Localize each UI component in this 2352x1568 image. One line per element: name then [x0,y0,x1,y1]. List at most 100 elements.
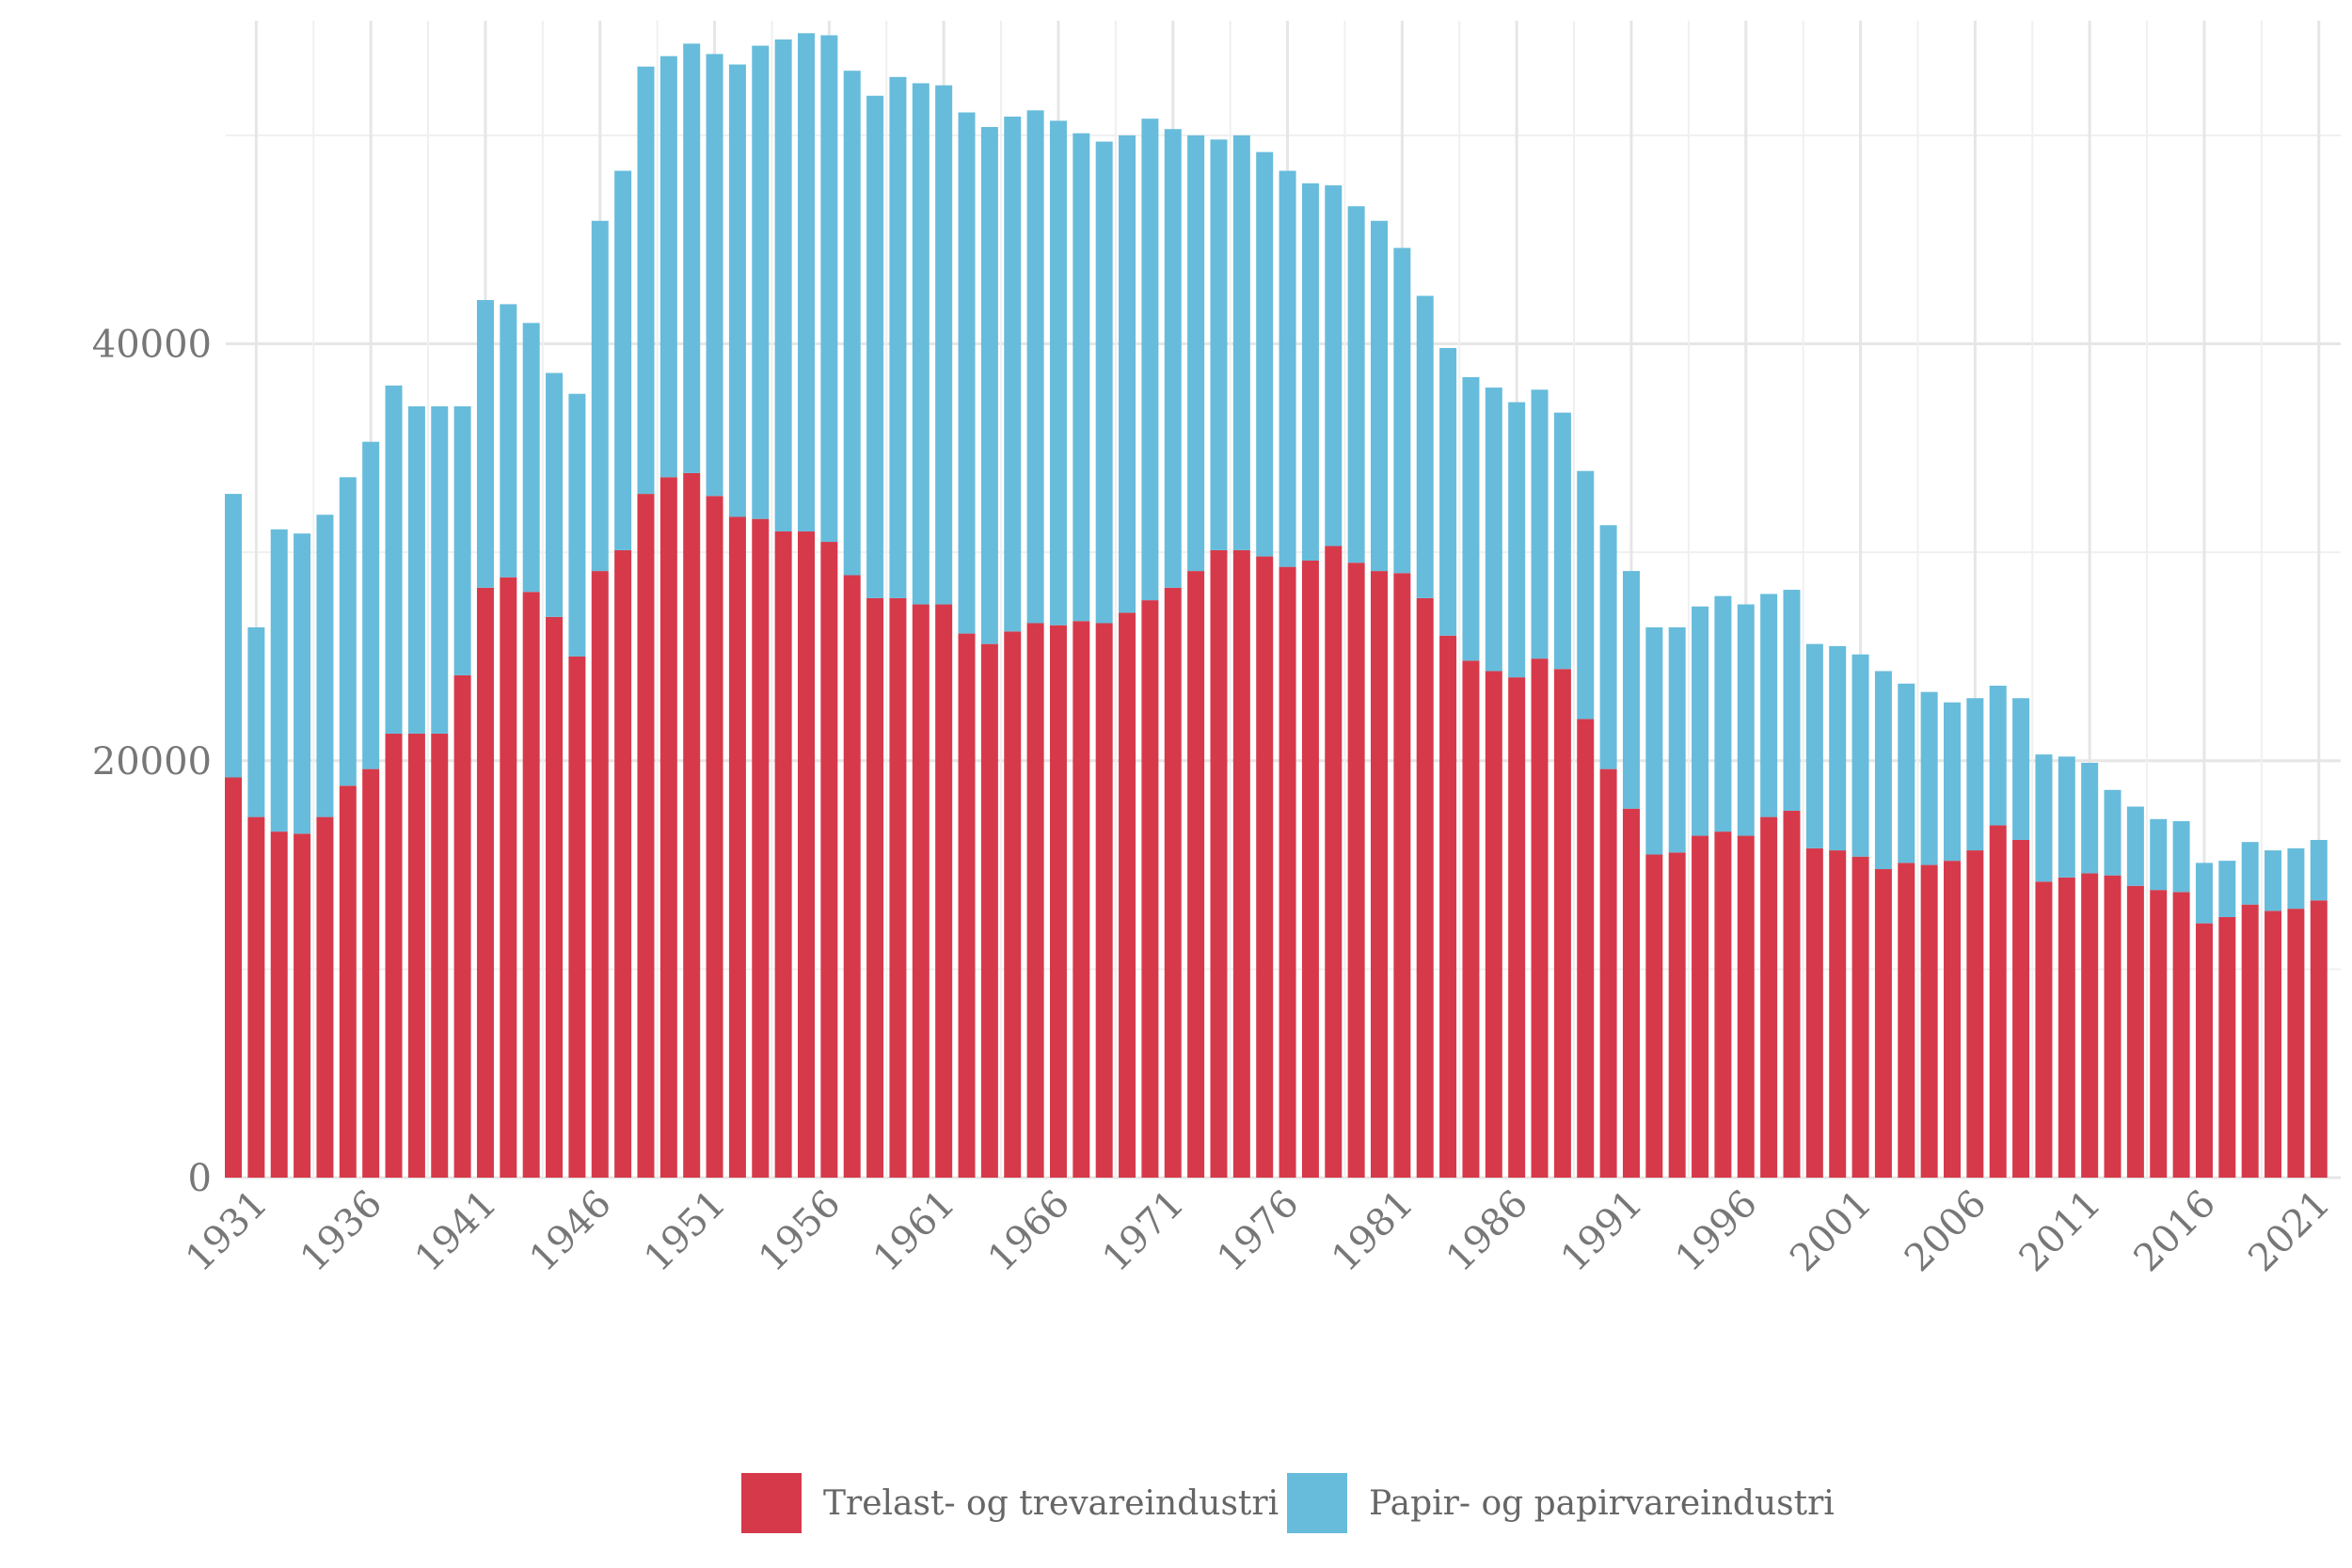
bar-trelast-2016 [2195,923,2213,1178]
bar-trelast-1933 [294,833,311,1178]
bar-papir-1947 [614,170,632,550]
bar-papir-2003 [1898,683,1915,863]
bar-trelast-2006 [1966,850,1984,1178]
bar-trelast-1941 [476,587,494,1178]
bar-trelast-1973 [1210,549,1228,1178]
bar-papir-1953 [752,45,770,519]
bar-papir-1990 [1599,525,1617,769]
bar-trelast-1942 [500,577,517,1178]
bar-papir-1997 [1760,594,1778,817]
bar-trelast-1975 [1256,556,1274,1178]
bar-papir-2021 [2310,839,2328,901]
bar-papir-1933 [294,533,311,834]
bar-papir-2005 [1944,702,1961,862]
bar-papir-1973 [1210,139,1228,550]
bar-papir-1996 [1737,604,1755,836]
x-tick-label: 1946 [521,1182,620,1281]
bar-trelast-1931 [247,816,265,1178]
bar-papir-1985 [1485,388,1502,672]
bar-trelast-2007 [1989,825,2007,1178]
bar-trelast-1971 [1164,587,1182,1178]
bar-papir-2009 [2035,754,2053,882]
bar-trelast-2015 [2172,892,2190,1178]
bar-papir-2013 [2126,806,2144,886]
bar-papir-2008 [2012,698,2030,840]
bar-trelast-2009 [2035,881,2053,1178]
bar-trelast-2021 [2310,900,2328,1178]
bar-papir-1946 [591,220,609,572]
bar-papir-1955 [798,33,815,531]
x-tick-label: 1976 [1209,1182,1308,1281]
bar-trelast-1940 [453,674,471,1178]
bar-papir-1938 [407,406,425,734]
bar-trelast-2011 [2081,873,2099,1178]
bar-trelast-1985 [1485,671,1502,1178]
bar-trelast-1992 [1645,854,1663,1178]
x-tick-label: 1991 [1553,1182,1652,1281]
y-tick-label: 40000 [92,324,212,367]
bar-trelast-1936 [362,768,380,1178]
bar-papir-1937 [385,385,403,734]
bar-papir-1994 [1692,606,1709,836]
y-tick-label: 20000 [92,740,212,784]
bar-papir-2017 [2218,861,2236,917]
bar-trelast-1937 [385,733,403,1178]
bar-papir-1959 [889,76,907,598]
bar-trelast-1989 [1577,719,1595,1178]
bar-papir-1965 [1026,110,1044,624]
bar-papir-1939 [431,406,449,734]
x-tick-label: 2006 [1897,1182,1995,1281]
bar-papir-1972 [1187,135,1205,572]
x-tick-label: 2001 [1782,1182,1881,1281]
bar-trelast-1983 [1439,635,1457,1178]
bar-papir-1958 [866,95,884,598]
bar-papir-1950 [683,43,701,473]
bar-papir-2000 [1829,645,1847,851]
bar-trelast-1997 [1760,816,1778,1178]
bar-papir-1957 [843,71,861,576]
bar-trelast-2019 [2265,911,2282,1178]
bar-trelast-2005 [1944,861,1961,1178]
x-tick-label: 1971 [1094,1182,1193,1281]
bar-trelast-2010 [2058,877,2075,1178]
bar-papir-1969 [1119,135,1136,613]
bar-papir-1999 [1805,643,1823,848]
bar-trelast-1974 [1232,549,1250,1178]
bar-trelast-1946 [591,571,609,1178]
bar-trelast-1958 [866,597,884,1178]
bar-trelast-1996 [1737,835,1755,1178]
bar-trelast-1968 [1095,623,1113,1178]
bar-trelast-1957 [843,575,861,1178]
bar-papir-1963 [980,127,998,644]
x-tick-label: 1981 [1324,1182,1422,1281]
bar-papir-2018 [2241,842,2259,905]
bar-trelast-1949 [660,477,677,1179]
bar-trelast-1954 [774,531,792,1178]
bar-trelast-1952 [728,516,746,1178]
bar-papir-1968 [1095,141,1113,624]
x-tick-label: 1951 [636,1182,735,1281]
bar-papir-2007 [1989,685,2007,826]
bar-trelast-1982 [1416,597,1434,1178]
bar-trelast-1939 [431,733,449,1178]
bar-trelast-1994 [1692,835,1709,1178]
bar-trelast-1963 [980,643,998,1178]
bar-papir-1940 [453,406,471,675]
bar-papir-1964 [1004,116,1022,632]
legend-swatch-trelast [741,1473,802,1533]
bar-papir-1970 [1141,119,1159,601]
bar-trelast-1991 [1622,808,1640,1178]
bar-papir-2004 [1920,691,1938,865]
bar-papir-2014 [2150,818,2168,891]
bar-papir-2001 [1851,654,1869,857]
bar-papir-1986 [1508,402,1526,678]
bar-trelast-1993 [1668,852,1686,1178]
bar-papir-1962 [958,112,976,634]
bar-trelast-1930 [225,777,242,1178]
bar-papir-1975 [1256,151,1274,557]
bar-trelast-1943 [522,592,540,1178]
bar-trelast-1934 [316,816,334,1178]
bar-papir-1974 [1232,135,1250,550]
bar-trelast-2013 [2126,885,2144,1178]
